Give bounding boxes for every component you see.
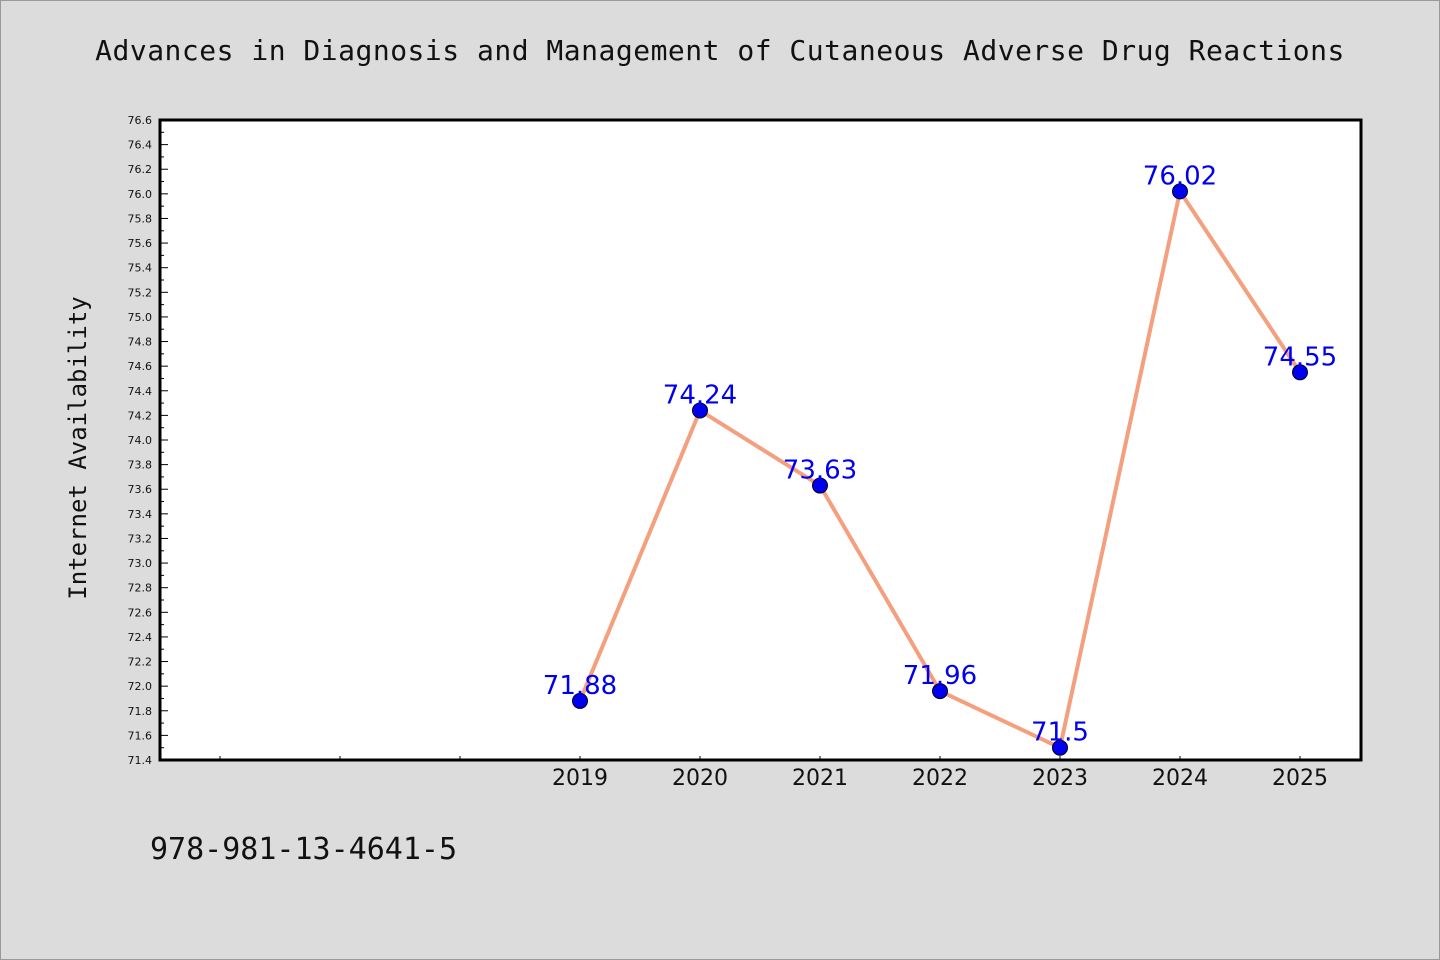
x-tick-label: 2022 — [912, 766, 968, 791]
y-tick-label: 72.4 — [128, 631, 153, 644]
y-tick-label: 74.2 — [128, 409, 153, 422]
y-tick-label: 74.0 — [128, 434, 153, 447]
y-tick-label: 74.4 — [128, 385, 153, 398]
y-tick-label: 72.0 — [128, 680, 153, 693]
data-point — [812, 477, 828, 494]
y-axis: 71.4 71.6 71.8 72.0 72.2 72.4 72.6 72.8 73.0 73.2… — [128, 114, 168, 767]
data-label: 71.5 — [1031, 718, 1089, 748]
data-label: 76.02 — [1143, 161, 1217, 191]
y-tick-label: 75.0 — [128, 311, 153, 324]
data-label: 71.88 — [543, 671, 617, 701]
y-tick-label: 75.4 — [128, 262, 153, 275]
y-tick-label: 72.2 — [128, 656, 153, 669]
y-tick-label: 76.2 — [128, 163, 153, 176]
data-label: 73.63 — [783, 456, 857, 486]
y-tick-label: 75.2 — [128, 286, 153, 299]
y-tick-label: 73.8 — [128, 459, 153, 472]
x-tick-label: 2019 — [552, 766, 608, 791]
plot-area — [158, 118, 1363, 762]
data-point — [1052, 739, 1068, 756]
x-axis: 2019 2020 2021 2022 2023 2024 2025 — [219, 756, 1328, 791]
y-tick-label: 74.6 — [128, 360, 153, 373]
y-tick-label: 75.6 — [128, 237, 153, 250]
isbn-text: 978-981-13-4641-5 — [150, 832, 458, 867]
data-label: 71.96 — [903, 661, 977, 691]
y-tick-label: 74.8 — [128, 336, 153, 349]
series-group: 71.88 74.24 73.63 71.96 71.5 76.02 74.55 — [543, 161, 1337, 756]
chart-title: Advances in Diagnosis and Management of … — [95, 34, 1345, 67]
y-axis-label: Internet Availability — [64, 296, 92, 599]
y-tick-label: 76.4 — [128, 139, 153, 152]
data-point — [1292, 364, 1308, 381]
data-label: 74.24 — [663, 380, 737, 410]
x-tick-label: 2021 — [792, 766, 848, 791]
x-tick-label: 2020 — [672, 766, 728, 791]
y-tick-label: 73.2 — [128, 532, 153, 545]
y-tick-label: 71.8 — [128, 705, 153, 718]
x-tick-label: 2023 — [1032, 766, 1088, 791]
data-point — [572, 692, 588, 709]
x-tick-label: 2024 — [1152, 766, 1208, 791]
y-tick-label: 72.6 — [128, 606, 153, 619]
data-point — [692, 402, 708, 419]
y-tick-label: 73.0 — [128, 557, 153, 570]
data-point — [932, 683, 948, 700]
y-tick-label: 71.6 — [128, 729, 153, 742]
y-tick-label: 75.8 — [128, 212, 153, 225]
x-tick-label: 2025 — [1272, 766, 1328, 791]
y-tick-label: 76.0 — [128, 188, 153, 201]
y-tick-label: 71.4 — [128, 754, 153, 767]
data-point — [1172, 183, 1188, 200]
y-tick-label: 76.6 — [128, 114, 153, 127]
y-tick-label: 73.4 — [128, 508, 153, 521]
y-tick-label: 73.6 — [128, 483, 153, 496]
y-tick-label: 72.8 — [128, 582, 153, 595]
data-label: 74.55 — [1263, 342, 1337, 372]
